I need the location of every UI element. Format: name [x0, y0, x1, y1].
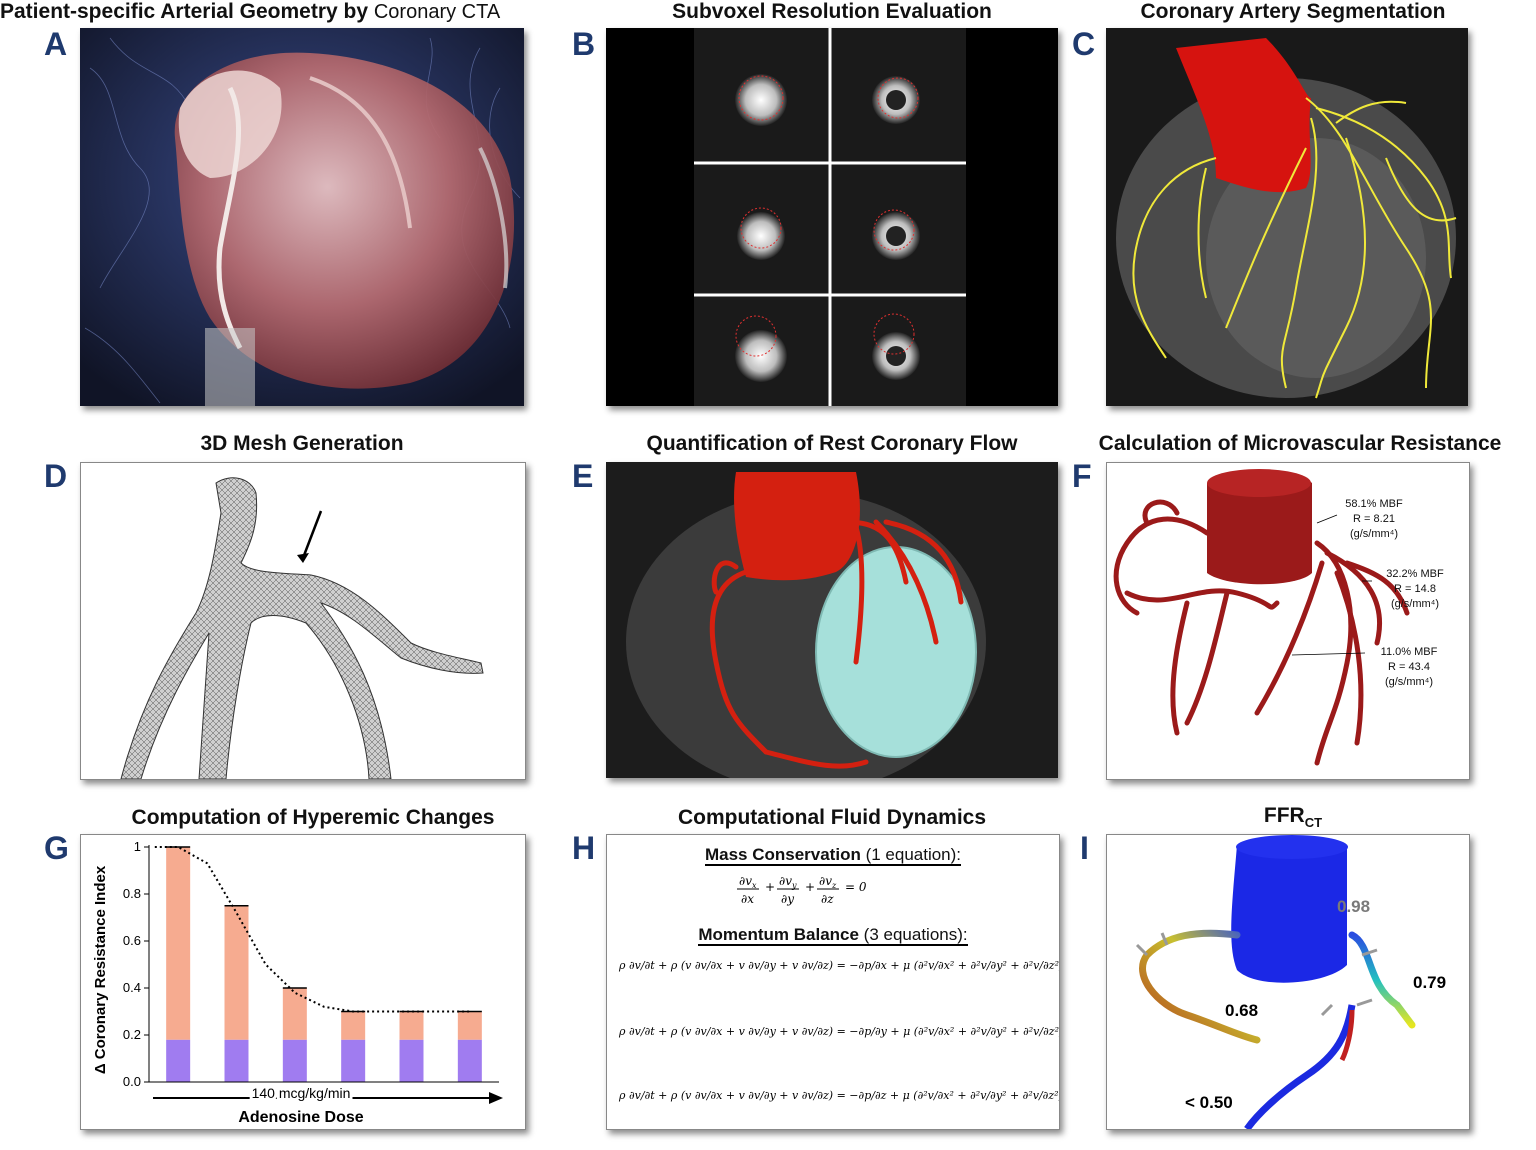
ffr-value-068: 0.68	[1225, 1001, 1259, 1020]
svg-text:∂z: ∂z	[821, 892, 834, 906]
panel-h-title: Computational Fluid Dynamics	[677, 806, 987, 829]
panel-g-title: Computation of Hyperemic Changes	[131, 806, 495, 829]
svg-text:ρ ∂v/∂t + ρ (v ∂v/∂x + v ∂v/∂y: ρ ∂v/∂t + ρ (v ∂v/∂x + v ∂v/∂y + v ∂v/∂z…	[618, 1089, 1059, 1102]
bar-baseline-segment	[457, 1039, 482, 1082]
ffr-value-079: 0.79	[1413, 973, 1447, 992]
svg-text:+: +	[805, 880, 815, 894]
panel-label-a: A	[44, 26, 68, 62]
dose-arrowhead	[489, 1092, 503, 1104]
svg-text:∂vx: ∂vx	[739, 874, 757, 890]
panel-label-h: H	[572, 830, 596, 866]
panel-label-b: B	[572, 26, 596, 62]
panel-a-heart-render	[80, 28, 524, 406]
momentum-title: Momentum Balance	[698, 925, 859, 946]
mesh-image	[120, 477, 484, 779]
svg-text:ρ ∂v/∂t + ρ (v ∂v/∂x + v ∂v/∂y: ρ ∂v/∂t + ρ (v ∂v/∂x + v ∂v/∂y + v ∂v/∂z…	[618, 959, 1059, 972]
momentum-note: (3 equations):	[858, 925, 968, 946]
annotation-58-r: R = 8.21	[1353, 513, 1395, 525]
y-tick-label: 0.0	[123, 1074, 141, 1089]
subvoxel-grid-image	[694, 28, 966, 406]
x-axis-label: Adenosine Dose	[238, 1109, 363, 1126]
panel-b-cross-sections	[606, 28, 1058, 406]
bar-baseline-segment	[282, 1039, 307, 1082]
ffr-value-050: < 0.50	[1185, 1093, 1233, 1112]
y-tick-label: 1	[134, 839, 141, 854]
momentum-balance-heading: Momentum Balance (3 equations):	[607, 925, 1059, 946]
equations-image: ∂vx ∂x + ∂vy ∂y + ∂vz ∂z = 0 ρ ∂v/∂t + ρ (v…	[618, 874, 1059, 1102]
annotation-32-mbf: 32.2% MBF	[1386, 568, 1444, 580]
bar-hyperemic-segment	[282, 988, 307, 1040]
bar-hyperemic-segment	[399, 1011, 424, 1040]
annotation-11-unit: (g/s/mm⁴)	[1384, 676, 1434, 688]
panel-c-title: Coronary Artery Segmentation	[1140, 0, 1446, 23]
panel-label-d: D	[44, 458, 68, 494]
panel-i-ffrct: 0.98 0.79 0.68 < 0.50	[1106, 834, 1470, 1130]
bar-baseline-segment	[341, 1039, 366, 1082]
annotation-58-mbf: 58.1% MBF	[1345, 498, 1403, 510]
panel-d-title: 3D Mesh Generation	[200, 432, 404, 455]
mass-note: (1 equation):	[860, 845, 962, 866]
annotation-11-r: R = 43.4	[1388, 661, 1430, 673]
annotation-32-unit: (g/s/mm⁴)	[1390, 598, 1440, 610]
mass-conservation-heading: Mass Conservation (1 equation):	[607, 845, 1059, 866]
panel-a-title: Patient-specific Arterial Geometry by Co…	[0, 0, 501, 23]
panel-f-title: Calculation of Microvascular Resistance	[1098, 432, 1502, 455]
dose-arrow-label: 140 mcg/kg/min	[252, 1085, 351, 1101]
panel-label-f: F	[1072, 458, 1092, 494]
y-tick-label: 0.2	[123, 1027, 141, 1042]
panel-h-equations: Mass Conservation (1 equation): ∂vx ∂x + …	[606, 834, 1060, 1130]
panel-label-g: G	[44, 830, 69, 866]
y-axis-label: Δ Coronary Resistance Index	[92, 865, 109, 1074]
ffr-value-098: 0.98	[1337, 897, 1371, 916]
annotation-32: 32.2% MBF R = 14.8 (g/s/mm⁴)	[1365, 567, 1465, 612]
y-tick-label: 0.6	[123, 933, 141, 948]
svg-text:∂x: ∂x	[741, 892, 754, 906]
panel-g-chart: 0.0 0.2 0.4 0.6 0.8 1 140 mcg/kg/min Adenosin…	[80, 834, 526, 1130]
panel-label-c: C	[1072, 26, 1096, 62]
svg-text:∂vz: ∂vz	[819, 874, 837, 890]
annotation-58: 58.1% MBF R = 8.21 (g/s/mm⁴)	[1319, 497, 1429, 542]
bar-hyperemic-segment	[224, 905, 249, 1040]
panel-e-title: Quantification of Rest Coronary Flow	[646, 432, 1018, 455]
resistance-curve	[154, 846, 470, 1013]
resistance-tree-image	[1113, 469, 1410, 766]
bar-baseline-segment	[224, 1039, 249, 1082]
svg-text:∂vy: ∂vy	[779, 874, 797, 890]
bar-hyperemic-segment	[341, 1011, 366, 1040]
panel-e-rest-flow	[606, 462, 1058, 778]
bar-hyperemic-segment	[457, 1011, 482, 1040]
rest-flow-image	[626, 472, 986, 778]
panel-label-e: E	[572, 458, 594, 494]
annotation-32-r: R = 14.8	[1394, 583, 1436, 595]
panel-i-title: FFRCT	[1263, 804, 1323, 831]
bar-baseline-segment	[166, 1039, 191, 1082]
annotation-11: 11.0% MBF R = 43.4 (g/s/mm⁴)	[1359, 645, 1459, 690]
ffrct-image	[1135, 835, 1416, 1129]
segmentation-image	[1116, 38, 1457, 399]
heart-volume-image	[80, 28, 524, 406]
annotation-58-unit: (g/s/mm⁴)	[1349, 528, 1399, 540]
y-tick-label: 0.4	[123, 980, 141, 995]
panel-label-i: I	[1080, 830, 1089, 866]
bar-hyperemic-segment	[166, 847, 191, 1040]
mass-title: Mass Conservation	[704, 845, 861, 866]
hyperemic-chart: 0.0 0.2 0.4 0.6 0.8 1 140 mcg/kg/min Adenosin…	[92, 839, 503, 1126]
svg-text:ρ ∂v/∂t + ρ (v ∂v/∂x + v ∂v/∂y: ρ ∂v/∂t + ρ (v ∂v/∂x + v ∂v/∂y + v ∂v/∂z…	[618, 1025, 1059, 1038]
svg-text:+: +	[765, 880, 775, 894]
svg-text:= 0: = 0	[845, 880, 867, 894]
svg-text:∂y: ∂y	[781, 892, 794, 906]
panel-c-segmentation	[1106, 28, 1468, 406]
annotation-11-mbf: 11.0% MBF	[1380, 646, 1438, 658]
bar-baseline-segment	[399, 1039, 424, 1082]
panel-f-resistance: 58.1% MBF R = 8.21 (g/s/mm⁴) 32.2% MBF R…	[1106, 462, 1470, 780]
y-tick-label: 0.8	[123, 886, 141, 901]
panel-b-title: Subvoxel Resolution Evaluation	[672, 0, 992, 23]
panel-d-mesh	[80, 462, 526, 780]
